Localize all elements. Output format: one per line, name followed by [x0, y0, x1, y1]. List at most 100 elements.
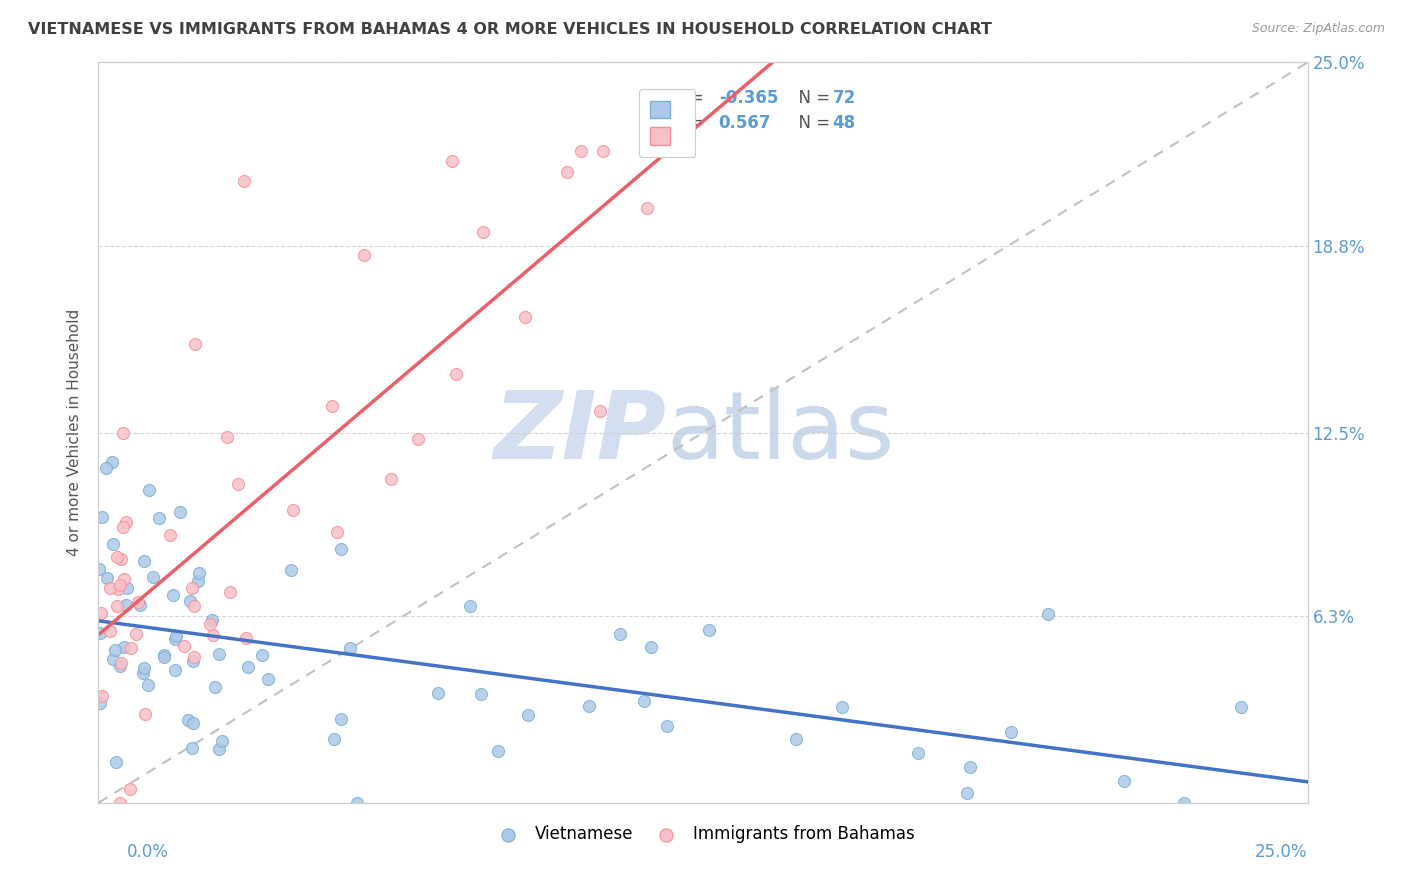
Point [104, 643, 127, 657]
Point [956, 786, 979, 800]
Point [426, 686, 449, 700]
Point [257, 672, 280, 686]
Point [98, 624, 121, 639]
Point [153, 650, 176, 665]
Point [127, 595, 149, 609]
Point [472, 225, 495, 239]
Point [105, 549, 128, 564]
Text: Source: ZipAtlas.com: Source: ZipAtlas.com [1251, 22, 1385, 36]
Text: 0.0%: 0.0% [127, 843, 169, 861]
Point [120, 640, 142, 655]
Point [115, 598, 138, 612]
Text: R =: R = [672, 114, 714, 132]
Point [440, 154, 463, 169]
Point [211, 734, 233, 748]
Point [136, 678, 159, 692]
Point [329, 712, 352, 726]
Point [159, 528, 181, 542]
Point [115, 515, 138, 529]
Point [339, 640, 361, 655]
Point [165, 629, 187, 643]
Y-axis label: 4 or more Vehicles in Household: 4 or more Vehicles in Household [67, 309, 83, 557]
Text: N =: N = [787, 114, 835, 132]
Point [633, 694, 655, 708]
Point [235, 631, 257, 645]
Point [831, 700, 853, 714]
Point [183, 716, 205, 731]
Point [515, 310, 537, 325]
Point [321, 399, 343, 413]
Point [636, 201, 658, 215]
Point [557, 165, 579, 179]
Point [907, 746, 929, 760]
Point [142, 570, 165, 584]
Text: N =: N = [787, 89, 835, 107]
Text: 25.0%: 25.0% [1256, 843, 1308, 861]
Point [408, 432, 430, 446]
Point [228, 476, 250, 491]
Point [89, 625, 111, 640]
Point [173, 639, 195, 653]
Point [112, 520, 135, 534]
Point [236, 659, 259, 673]
Point [105, 755, 128, 769]
Point [657, 718, 679, 732]
Point [183, 599, 205, 614]
Text: 48: 48 [832, 114, 855, 132]
Point [110, 796, 132, 810]
Point [592, 145, 614, 159]
Point [1112, 773, 1135, 788]
Text: atlas: atlas [666, 386, 896, 479]
Point [785, 732, 807, 747]
Point [470, 687, 492, 701]
Point [329, 541, 352, 556]
Point [458, 599, 481, 613]
Text: VIETNAMESE VS IMMIGRANTS FROM BAHAMAS 4 OR MORE VEHICLES IN HOUSEHOLD CORRELATIO: VIETNAMESE VS IMMIGRANTS FROM BAHAMAS 4 … [28, 22, 993, 37]
Text: 0.567: 0.567 [718, 114, 772, 132]
Point [346, 796, 368, 810]
Point [132, 665, 155, 680]
Point [208, 742, 231, 756]
Point [177, 713, 200, 727]
Point [112, 640, 135, 655]
Point [107, 599, 129, 613]
Point [162, 588, 184, 602]
Text: R =: R = [672, 89, 709, 107]
Point [697, 623, 720, 637]
Point [138, 483, 160, 498]
Point [184, 336, 207, 351]
Point [101, 652, 124, 666]
Point [578, 698, 600, 713]
Point [1000, 725, 1022, 739]
Point [280, 563, 302, 577]
Point [112, 572, 135, 586]
Point [87, 562, 110, 576]
Point [187, 574, 209, 588]
Point [204, 680, 226, 694]
Point [569, 145, 592, 159]
Point [640, 640, 662, 654]
Point [183, 650, 205, 665]
Point [101, 537, 124, 551]
Point [380, 473, 402, 487]
Point [187, 566, 209, 581]
Point [89, 696, 111, 710]
Point [125, 627, 148, 641]
Legend: Vietnamese, Immigrants from Bahamas: Vietnamese, Immigrants from Bahamas [485, 819, 921, 850]
Point [148, 510, 170, 524]
Point [134, 661, 156, 675]
Point [215, 430, 238, 444]
Point [90, 607, 112, 621]
Point [96, 571, 118, 585]
Point [169, 505, 191, 519]
Point [120, 781, 142, 796]
Point [107, 582, 129, 596]
Point [1173, 796, 1195, 810]
Point [108, 659, 131, 673]
Point [180, 741, 202, 756]
Point [134, 554, 156, 568]
Point [609, 627, 631, 641]
Point [353, 248, 375, 262]
Point [101, 455, 124, 469]
Point [201, 613, 224, 627]
